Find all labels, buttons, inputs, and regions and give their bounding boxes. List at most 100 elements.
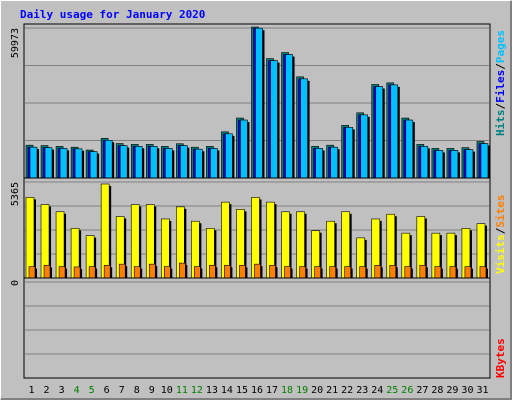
legend-hits-files-pages: Hits/Files/Pages: [494, 30, 507, 136]
bar-sites-day-2: [43, 265, 51, 279]
legend-bottom-segment-0: KBytes: [494, 338, 507, 378]
bar-sites-day-26: [404, 266, 412, 279]
bar-sites-day-27: [419, 265, 427, 279]
hits-files-pages-panel: [23, 23, 491, 181]
bar-sites-day-4: [73, 266, 81, 279]
x-tick-label: 21: [326, 385, 338, 396]
bar-pages-day-18: [285, 54, 293, 179]
x-tick-label: 12: [191, 385, 203, 396]
bar-sites-day-9: [148, 263, 156, 279]
bar-sites-day-10: [163, 266, 171, 279]
x-tick-label: 13: [206, 385, 218, 396]
bar-sites-day-11: [179, 262, 186, 279]
kbytes-panel: [23, 277, 491, 379]
bar-pages-day-8: [134, 146, 143, 179]
bar-sites-day-30: [464, 266, 472, 279]
legend-top-segment-2: Files: [494, 70, 507, 103]
bar-pages-day-22: [345, 127, 353, 179]
bottom-plot-area: [23, 277, 491, 379]
bar-sites-day-8: [133, 266, 141, 279]
bar-pages-day-3: [59, 148, 68, 179]
bar-sites-day-31: [479, 266, 487, 279]
x-tick-label: 28: [431, 385, 443, 396]
x-tick-label: 9: [149, 385, 155, 396]
bar-sites-day-21: [329, 266, 336, 279]
bar-pages-day-4: [74, 148, 83, 179]
legend-middle-segment-0: Visits: [494, 234, 507, 274]
x-tick-label: 16: [251, 385, 263, 396]
bar-pages-day-17: [270, 60, 278, 179]
x-tick-label: 10: [161, 385, 173, 396]
x-tick-label: 5: [89, 385, 95, 396]
legend-middle-segment-1: /: [494, 227, 507, 234]
bar-pages-day-2: [44, 147, 53, 179]
x-tick-label: 26: [401, 385, 413, 396]
x-tick-label: 29: [446, 385, 458, 396]
bar-pages-day-6: [104, 140, 113, 179]
bottom-ymax-label: 0: [10, 280, 21, 286]
bar-pages-day-15: [240, 119, 248, 179]
visits-sites-panel: [23, 177, 491, 280]
bar-sites-day-3: [58, 266, 66, 279]
bar-pages-day-31: [480, 143, 489, 179]
x-tick-label: 8: [134, 385, 140, 396]
bar-pages-day-21: [330, 146, 338, 179]
bar-pages-day-30: [465, 149, 474, 179]
x-tick-label: 3: [59, 385, 65, 396]
bar-sites-day-17: [269, 265, 276, 279]
legend-top-segment-1: /: [494, 103, 507, 110]
bar-pages-day-16: [255, 27, 263, 179]
legend-kbytes: KBytes: [494, 338, 507, 378]
legend-top-segment-0: Hits: [494, 110, 507, 137]
x-tick-label: 24: [371, 385, 383, 396]
legend-visits-sites: Visits/Sites: [494, 195, 507, 275]
bar-sites-day-5: [88, 266, 96, 279]
bar-sites-day-23: [359, 266, 367, 279]
bar-sites-day-28: [434, 266, 442, 279]
x-tick-label: 6: [104, 385, 110, 396]
bar-sites-day-19: [299, 266, 306, 279]
bar-pages-day-25: [390, 84, 399, 179]
bar-sites-day-24: [374, 265, 382, 279]
bar-pages-day-24: [375, 86, 384, 179]
bar-sites-day-22: [344, 266, 351, 279]
bar-pages-day-19: [300, 78, 308, 179]
chart-title: Daily usage for January 2020: [20, 8, 205, 21]
bar-sites-day-15: [239, 265, 246, 279]
bar-pages-day-1: [29, 146, 38, 179]
bar-sites-day-14: [224, 265, 231, 279]
bar-pages-day-7: [119, 145, 128, 179]
x-tick-label: 14: [221, 385, 233, 396]
x-tick-label: 19: [296, 385, 308, 396]
x-tick-label: 7: [119, 385, 125, 396]
bar-sites-day-25: [389, 265, 397, 279]
bar-pages-day-13: [210, 148, 218, 179]
bar-pages-day-20: [315, 148, 323, 179]
x-tick-label: 22: [341, 385, 353, 396]
day-labels: 1 2 3 4 5 6 7 8 9 10 11 12 13 14 15 16 17 18 19 20 21 22 23 24 2…: [29, 385, 489, 396]
middle-ymax-label: 5365: [10, 182, 21, 206]
x-tick-label: 27: [416, 385, 428, 396]
bar-sites-day-12: [194, 266, 201, 279]
x-tick-label: 18: [281, 385, 293, 396]
x-tick-label: 1: [29, 385, 35, 396]
x-tick-label: 30: [461, 385, 473, 396]
bar-sites-day-29: [449, 266, 457, 279]
bar-sites-day-13: [209, 265, 216, 279]
x-tick-label: 11: [176, 385, 188, 396]
x-tick-label: 2: [44, 385, 50, 396]
bar-pages-day-11: [180, 145, 188, 179]
bar-sites-day-7: [118, 263, 126, 279]
bar-sites-day-1: [28, 266, 36, 279]
bar-pages-day-26: [405, 119, 414, 179]
bar-pages-day-27: [420, 146, 429, 179]
x-tick-label: 17: [266, 385, 278, 396]
x-tick-label: 4: [74, 385, 80, 396]
x-tick-label: 31: [476, 385, 488, 396]
bar-pages-day-12: [195, 148, 203, 179]
bar-pages-day-9: [149, 146, 158, 179]
x-tick-label: 23: [356, 385, 368, 396]
legend-middle-segment-2: Sites: [494, 195, 507, 228]
bar-pages-day-10: [164, 148, 173, 179]
